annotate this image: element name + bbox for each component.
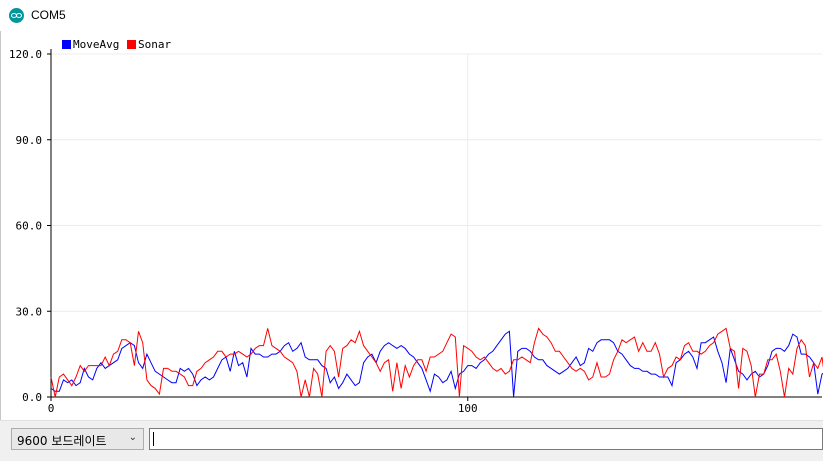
text-caret xyxy=(153,432,154,446)
legend-label: MoveAvg xyxy=(73,38,119,51)
bottom-toolbar: 9600 보드레이트 ⌄ xyxy=(0,420,823,461)
y-tick-label: 90.0 xyxy=(16,134,43,147)
x-tick-label: 0 xyxy=(48,402,55,415)
y-tick-label: 120.0 xyxy=(9,48,42,61)
x-tick-label: 100 xyxy=(458,402,478,415)
y-tick-label: 30.0 xyxy=(16,305,43,318)
arduino-icon xyxy=(9,8,24,23)
title-bar: COM5 xyxy=(0,0,823,31)
y-tick-label: 60.0 xyxy=(16,220,43,233)
legend-swatch xyxy=(127,40,136,49)
serial-plotter-chart: 0.0 30.0 60.0 90.0 120.0 0 100 MoveAvg Sonar xyxy=(9,38,823,415)
baud-rate-label: 9600 보드레이트 xyxy=(17,434,107,448)
y-tick-label: 0.0 xyxy=(22,391,42,404)
chevron-down-icon: ⌄ xyxy=(128,432,137,443)
legend-label: Sonar xyxy=(138,38,171,51)
series-line-moveavg xyxy=(50,330,823,398)
send-input[interactable] xyxy=(149,428,823,450)
window-title: COM5 xyxy=(31,8,66,22)
legend-swatch xyxy=(62,40,71,49)
baud-rate-select[interactable]: 9600 보드레이트 ⌄ xyxy=(11,428,144,450)
series-line-sonar xyxy=(50,327,823,398)
